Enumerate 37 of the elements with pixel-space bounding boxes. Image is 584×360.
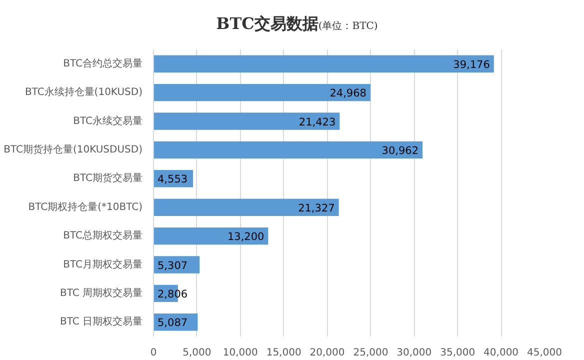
chart-subtitle: (单位：BTC) (318, 21, 378, 32)
data-label: 4,553 (158, 174, 188, 186)
x-tick-label: 0 (150, 348, 157, 358)
chart-title: BTC交易数据 (216, 14, 318, 33)
data-label: 5,307 (158, 260, 188, 272)
x-tick-label: 25,000 (353, 348, 388, 358)
data-label: 30,962 (382, 144, 419, 157)
x-tick-label: 45,000 (527, 348, 562, 358)
y-tick-label: BTC期权持仓量(*10BTC) (28, 200, 143, 213)
bar (154, 227, 268, 245)
data-label: 13,200 (227, 231, 264, 244)
data-label: 39,176 (453, 58, 490, 71)
x-tick-label: 10,000 (222, 348, 258, 358)
y-tick-label: BTC合约总交易量 (63, 57, 143, 70)
bar (154, 84, 370, 102)
y-tick-label: BTC永续交易量 (73, 114, 143, 127)
data-label: 24,968 (330, 88, 366, 100)
x-tick-label: 20,000 (310, 348, 345, 358)
x-tick-label: 30,000 (396, 348, 432, 358)
bar (154, 141, 423, 159)
bar (154, 198, 339, 216)
x-tick-label: 5,000 (182, 348, 212, 358)
y-tick-label: BTC总期权交易量 (63, 230, 143, 242)
y-tick-label: BTC月期权交易量 (63, 258, 143, 270)
data-label: 21,327 (298, 202, 335, 214)
x-tick-label: 35,000 (440, 348, 476, 358)
x-tick-label: 15,000 (266, 348, 302, 358)
x-tick-label: 40,000 (484, 348, 519, 358)
bar (154, 112, 340, 130)
data-label: 21,423 (298, 116, 336, 128)
y-tick-label: BTC期货交易量 (73, 172, 143, 184)
data-label: 5,087 (158, 317, 188, 330)
y-tick-label: BTC 周期权交易量 (60, 286, 143, 299)
y-tick-label: BTC永续持仓量(10KUSD) (24, 86, 143, 98)
y-tick-label: BTC期货持仓量(10KUSDUSD) (4, 143, 143, 156)
bar (154, 55, 494, 72)
y-tick-label: BTC 日期权交易量 (60, 316, 143, 328)
